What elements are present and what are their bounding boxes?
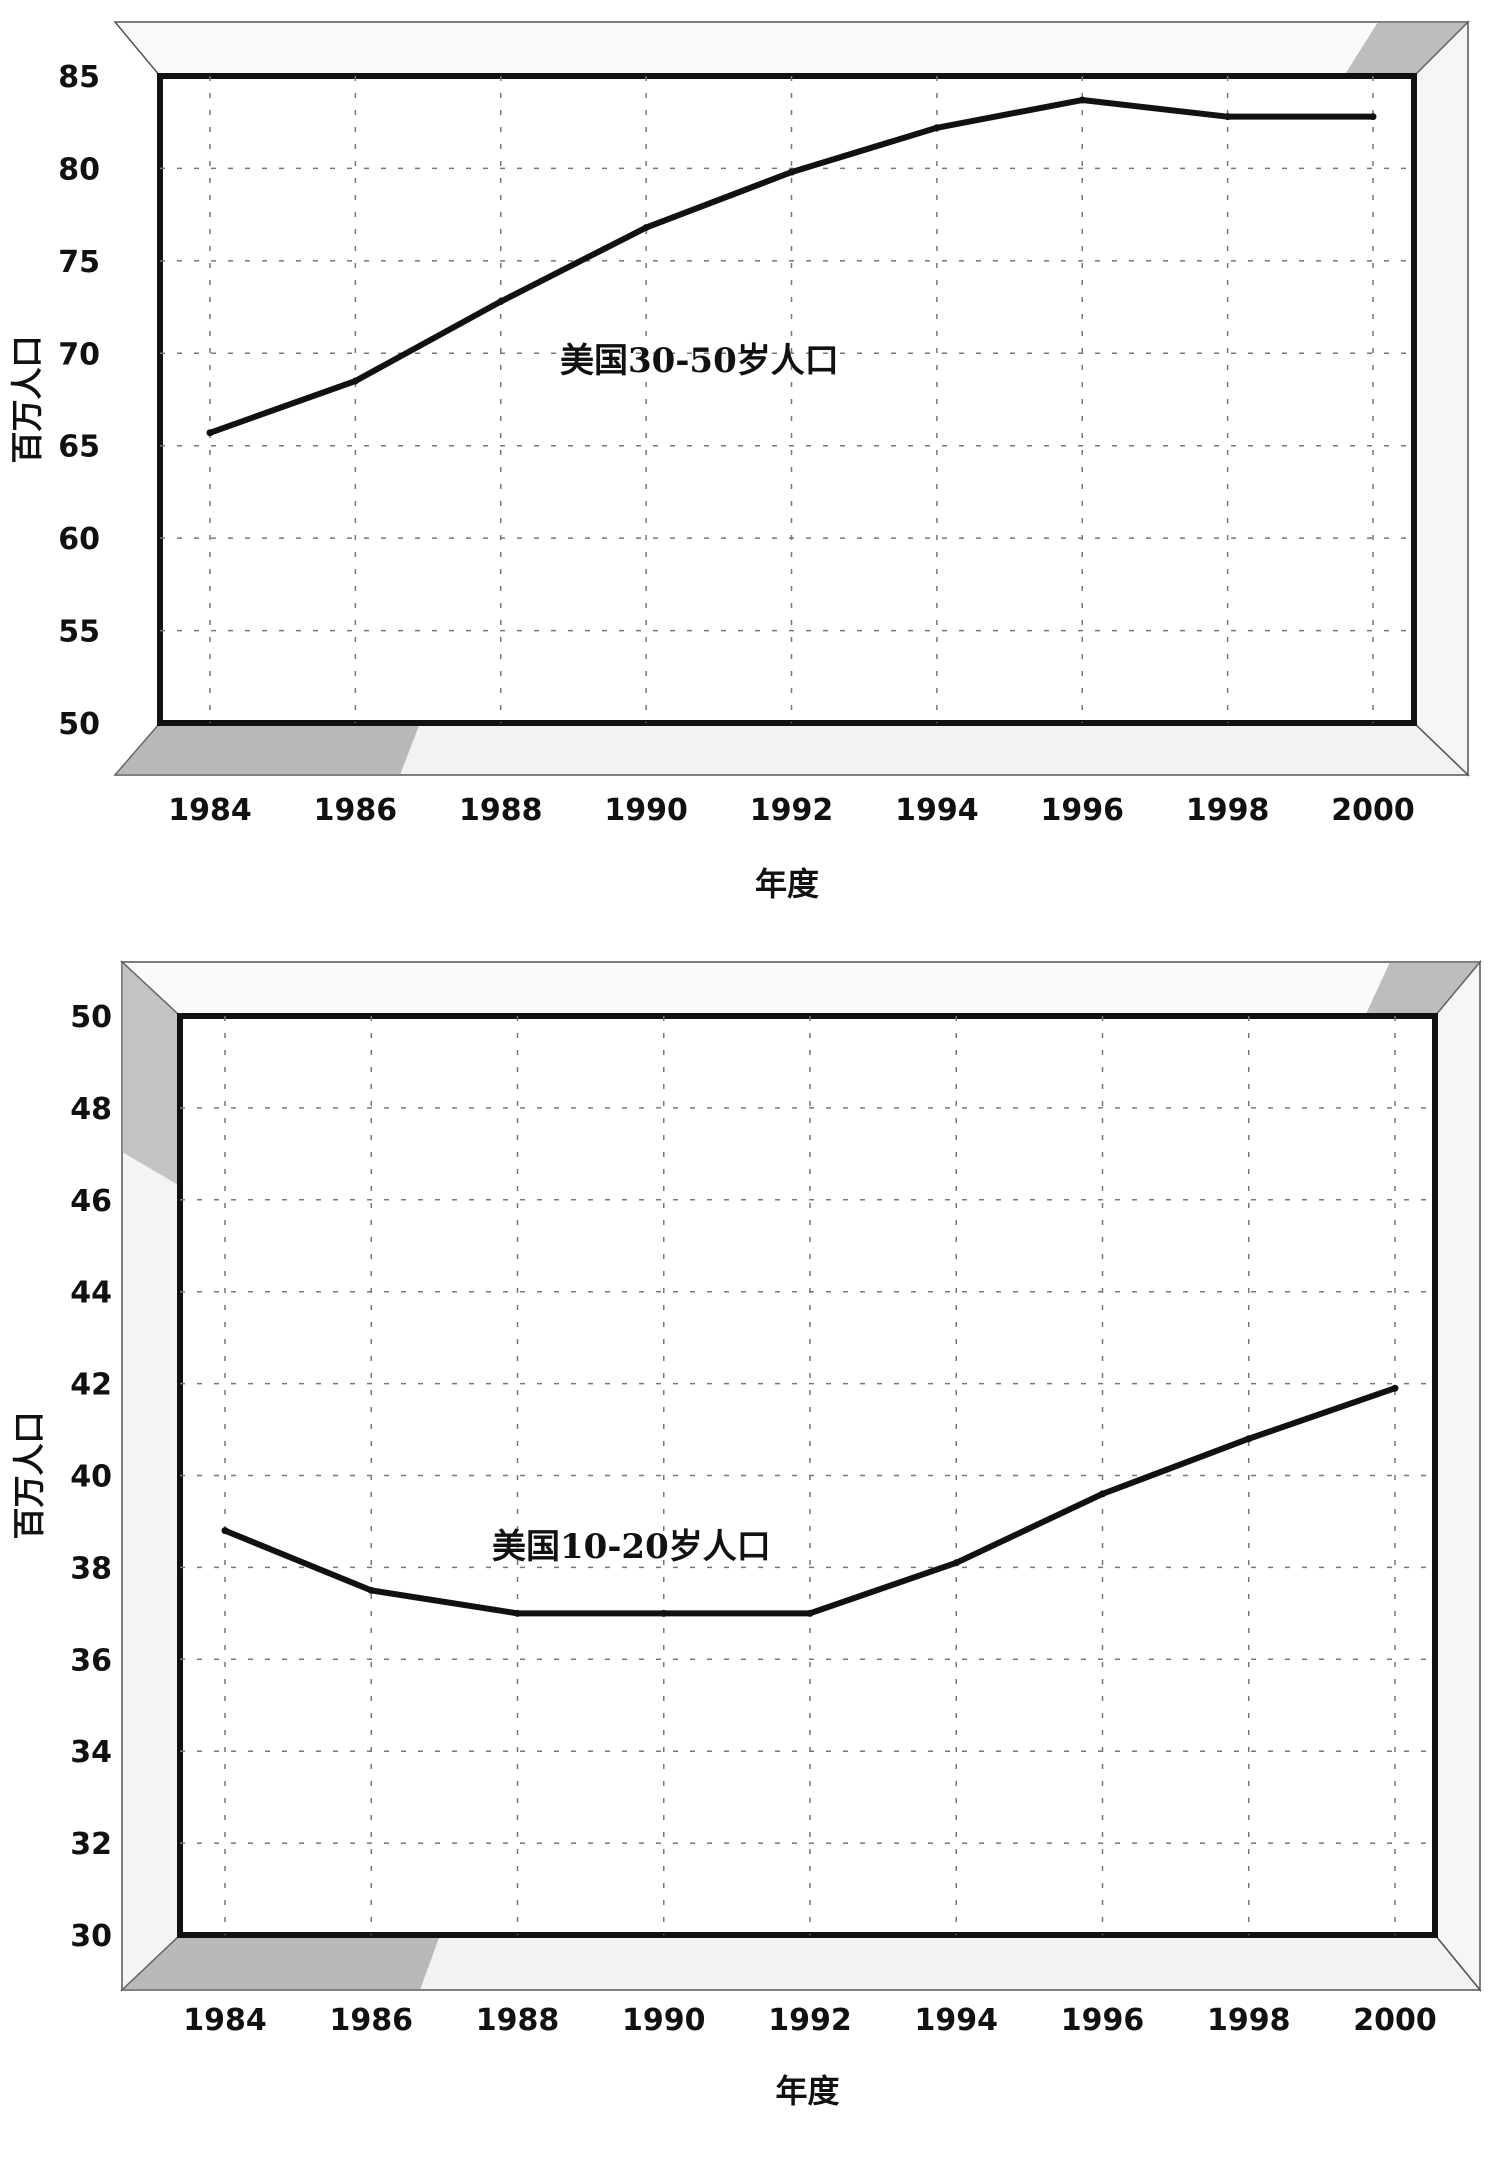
chart-frame-bevel bbox=[113, 20, 1470, 777]
x-tick-label: 2000 bbox=[1331, 793, 1415, 828]
series-annotation: 美国10-20岁人口 bbox=[492, 1527, 771, 1567]
data-point bbox=[933, 124, 941, 132]
y-tick-label: 50 bbox=[70, 1000, 112, 1035]
data-point bbox=[1245, 1435, 1253, 1443]
x-tick-label: 1990 bbox=[622, 2003, 706, 2038]
y-tick-label: 50 bbox=[58, 707, 100, 742]
data-point bbox=[514, 1609, 521, 1617]
data-point bbox=[1369, 113, 1377, 121]
y-axis-title: 百万人口 bbox=[8, 335, 46, 463]
y-tick-label: 65 bbox=[58, 430, 100, 465]
y-tick-label: 38 bbox=[70, 1551, 112, 1586]
data-point bbox=[221, 1527, 229, 1535]
y-tick-label: 36 bbox=[70, 1643, 112, 1678]
x-tick-label: 2000 bbox=[1353, 2003, 1437, 2038]
x-tick-label: 1996 bbox=[1041, 793, 1125, 828]
x-tick-labels: 1984 1986 1988 1990 1992 1994 1996 1998 2000 bbox=[168, 793, 1415, 828]
data-point bbox=[1099, 1490, 1106, 1498]
data-point bbox=[1391, 1384, 1399, 1392]
x-tick-label: 1992 bbox=[750, 793, 834, 828]
x-tick-label: 1992 bbox=[768, 2003, 852, 2038]
y-tick-label: 44 bbox=[70, 1276, 112, 1311]
x-tick-label: 1996 bbox=[1061, 2003, 1145, 2038]
chart-frame-bevel bbox=[120, 959, 1482, 1993]
data-point bbox=[806, 1609, 814, 1617]
y-tick-label: 48 bbox=[70, 1092, 112, 1127]
x-tick-label: 1998 bbox=[1186, 793, 1270, 828]
x-axis-title: 年度 bbox=[755, 865, 819, 903]
y-axis-title: 百万人口 bbox=[10, 1411, 48, 1539]
y-tick-label: 46 bbox=[70, 1184, 112, 1219]
x-tick-label: 1988 bbox=[476, 2003, 560, 2038]
plot-area bbox=[157, 73, 1417, 726]
y-tick-label: 60 bbox=[58, 522, 100, 557]
line-chart-30-50: 50 55 60 65 70 75 80 85 1984 1986 1988 1990 1992 1994… bbox=[8, 20, 1470, 903]
data-point bbox=[1224, 113, 1232, 121]
chart-panel-30-50: 50 55 60 65 70 75 80 85 1984 1986 1988 1990 1992 1994… bbox=[0, 0, 1506, 930]
data-point bbox=[642, 224, 650, 232]
x-tick-label: 1994 bbox=[915, 2003, 999, 2038]
y-tick-label: 80 bbox=[58, 152, 100, 187]
y-tick-label: 55 bbox=[58, 615, 100, 650]
series-annotation: 美国30-50岁人口 bbox=[560, 341, 839, 381]
y-tick-label: 75 bbox=[58, 245, 100, 280]
x-tick-label: 1984 bbox=[183, 2003, 267, 2038]
x-axis-title: 年度 bbox=[775, 2072, 839, 2110]
data-point bbox=[788, 168, 795, 176]
x-tick-label: 1988 bbox=[459, 793, 543, 828]
y-tick-label: 70 bbox=[58, 337, 100, 372]
data-point bbox=[206, 429, 214, 437]
x-tick-label: 1990 bbox=[604, 793, 688, 828]
chart-panel-10-20: 30 32 34 36 38 40 42 44 46 48 50 1984 1986 1988 1990 19… bbox=[0, 950, 1506, 2157]
x-tick-label: 1986 bbox=[314, 793, 398, 828]
x-tick-label: 1998 bbox=[1207, 2003, 1291, 2038]
y-tick-label: 42 bbox=[70, 1368, 112, 1403]
data-point bbox=[1078, 96, 1086, 104]
plot-area bbox=[177, 1013, 1438, 1938]
y-tick-label: 34 bbox=[70, 1735, 112, 1770]
data-point bbox=[952, 1559, 960, 1567]
grid-lines bbox=[160, 76, 1414, 723]
x-tick-label: 1984 bbox=[168, 793, 252, 828]
x-tick-labels: 1984 1986 1988 1990 1992 1994 1996 1998 2000 bbox=[183, 2003, 1437, 2038]
data-point bbox=[367, 1586, 375, 1594]
grid-lines bbox=[180, 1016, 1435, 1935]
y-tick-labels: 30 32 34 36 38 40 42 44 46 48 50 bbox=[70, 1000, 112, 1954]
y-tick-label: 32 bbox=[70, 1827, 112, 1862]
data-point bbox=[660, 1609, 668, 1617]
x-tick-label: 1986 bbox=[330, 2003, 414, 2038]
y-tick-labels: 50 55 60 65 70 75 80 85 bbox=[58, 60, 100, 742]
data-point bbox=[497, 298, 505, 306]
data-point bbox=[351, 377, 359, 385]
x-tick-label: 1994 bbox=[895, 793, 979, 828]
y-tick-label: 40 bbox=[70, 1460, 112, 1495]
y-tick-label: 30 bbox=[70, 1919, 112, 1954]
y-tick-label: 85 bbox=[58, 60, 100, 95]
